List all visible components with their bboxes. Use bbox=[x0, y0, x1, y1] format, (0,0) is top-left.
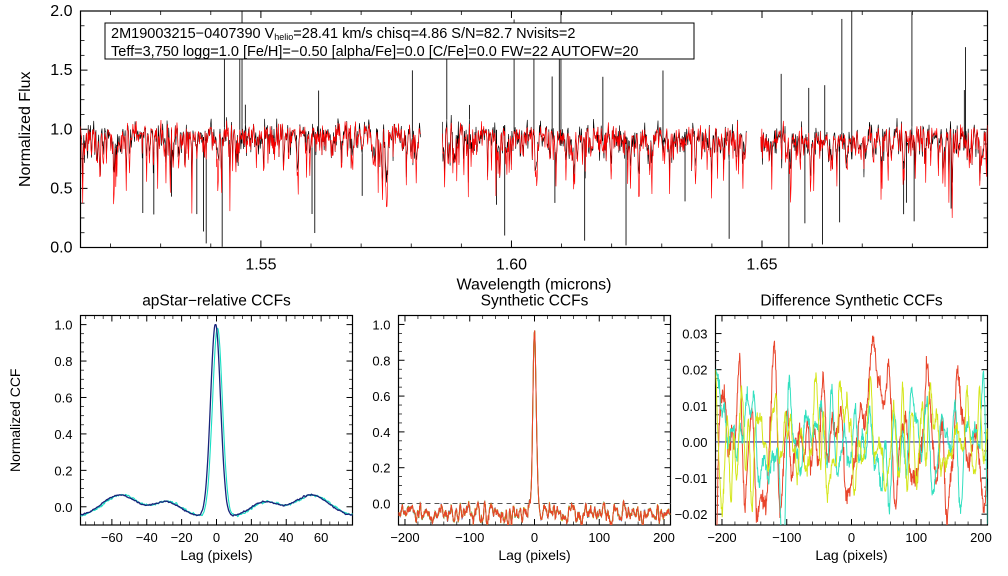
svg-text:20: 20 bbox=[244, 530, 258, 545]
svg-text:0.0: 0.0 bbox=[372, 497, 390, 512]
svg-text:0.8: 0.8 bbox=[54, 354, 72, 369]
svg-text:0.5: 0.5 bbox=[50, 180, 72, 197]
svg-text:1.65: 1.65 bbox=[746, 257, 777, 274]
svg-text:1.55: 1.55 bbox=[245, 257, 276, 274]
svg-text:0.4: 0.4 bbox=[372, 425, 390, 440]
svg-text:−200: −200 bbox=[390, 530, 419, 545]
svg-text:Difference Synthetic CCFs: Difference Synthetic CCFs bbox=[760, 293, 943, 310]
svg-text:1.5: 1.5 bbox=[50, 62, 72, 79]
svg-text:0.03: 0.03 bbox=[682, 327, 707, 342]
svg-text:0.2: 0.2 bbox=[372, 461, 390, 476]
svg-text:0.2: 0.2 bbox=[54, 463, 72, 478]
svg-text:−0.01: −0.01 bbox=[675, 471, 708, 486]
svg-text:1.60: 1.60 bbox=[496, 257, 527, 274]
svg-text:Wavelength (microns): Wavelength (microns) bbox=[456, 277, 611, 294]
svg-text:0.0: 0.0 bbox=[54, 500, 72, 515]
svg-text:−0.02: −0.02 bbox=[675, 507, 708, 522]
svg-text:200: 200 bbox=[653, 530, 675, 545]
svg-text:0.6: 0.6 bbox=[372, 389, 390, 404]
svg-text:0.6: 0.6 bbox=[54, 390, 72, 405]
svg-text:−100: −100 bbox=[455, 530, 484, 545]
svg-text:1.0: 1.0 bbox=[54, 318, 72, 333]
svg-text:200: 200 bbox=[970, 530, 992, 545]
svg-text:−100: −100 bbox=[772, 530, 801, 545]
svg-text:100: 100 bbox=[905, 530, 927, 545]
svg-text:0.00: 0.00 bbox=[682, 435, 707, 450]
svg-text:−40: −40 bbox=[136, 530, 158, 545]
svg-text:Normalized Flux: Normalized Flux bbox=[17, 71, 34, 187]
svg-text:Synthetic CCFs: Synthetic CCFs bbox=[481, 293, 589, 310]
svg-text:0: 0 bbox=[213, 530, 220, 545]
svg-text:1.0: 1.0 bbox=[372, 317, 390, 332]
svg-text:1.0: 1.0 bbox=[50, 121, 72, 138]
svg-text:0.0: 0.0 bbox=[50, 240, 72, 257]
svg-text:Lag (pixels): Lag (pixels) bbox=[180, 547, 252, 563]
svg-text:0.02: 0.02 bbox=[682, 363, 707, 378]
svg-text:−20: −20 bbox=[171, 530, 193, 545]
svg-text:0.4: 0.4 bbox=[54, 427, 72, 442]
svg-text:0: 0 bbox=[848, 530, 855, 545]
svg-text:Teff=3,750 logg=1.0 [Fe/H]=−0.: Teff=3,750 logg=1.0 [Fe/H]=−0.50 [alpha/… bbox=[111, 44, 638, 60]
svg-text:0.8: 0.8 bbox=[372, 353, 390, 368]
svg-text:60: 60 bbox=[314, 530, 328, 545]
svg-text:Lag (pixels): Lag (pixels) bbox=[815, 547, 887, 563]
svg-text:0.01: 0.01 bbox=[682, 399, 707, 414]
svg-text:100: 100 bbox=[588, 530, 610, 545]
svg-text:2M19003215−0407390 Vhelio=28.: 2M19003215−0407390 Vhelio=28.41 km/s chi… bbox=[111, 26, 575, 42]
svg-text:−60: −60 bbox=[101, 530, 123, 545]
svg-text:2.0: 2.0 bbox=[50, 3, 72, 20]
svg-text:Normalized CCF: Normalized CCF bbox=[7, 369, 23, 472]
svg-text:−200: −200 bbox=[707, 530, 736, 545]
svg-text:40: 40 bbox=[279, 530, 293, 545]
svg-text:Lag (pixels): Lag (pixels) bbox=[498, 547, 570, 563]
svg-text:0: 0 bbox=[531, 530, 538, 545]
svg-text:apStar−relative CCFs: apStar−relative CCFs bbox=[142, 293, 291, 310]
